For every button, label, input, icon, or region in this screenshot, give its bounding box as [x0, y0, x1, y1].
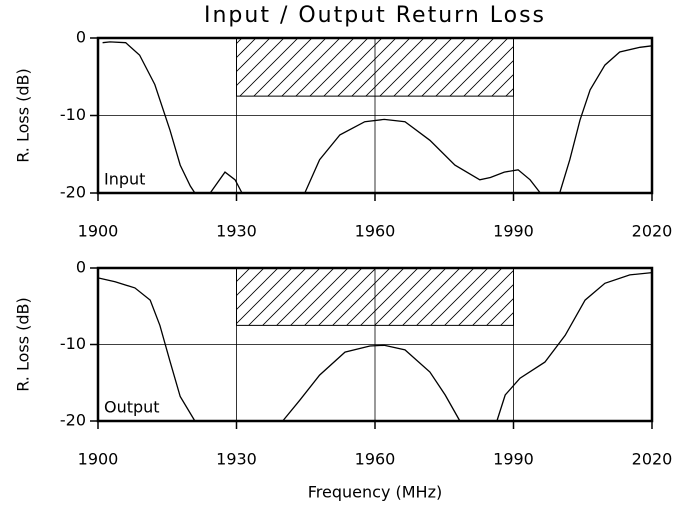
series-label: Input [104, 170, 145, 189]
x-tick-label: 1900 [78, 222, 119, 241]
y-tick-label: 0 [76, 258, 86, 277]
line-series [97, 271, 653, 422]
plot-frame [96, 36, 654, 195]
y-tick-label: -10 [60, 334, 86, 353]
x-tick-label: 1960 [355, 222, 396, 241]
x-tick-label: 1930 [216, 222, 257, 241]
line-series [102, 41, 653, 194]
x-tick-label: 2020 [632, 222, 673, 241]
y-axis-label: R. Loss (dB) [14, 68, 33, 163]
y-tick-label: -20 [60, 411, 86, 430]
chart-title: Input / Output Return Loss [204, 3, 546, 28]
x-tick-label: 1960 [355, 450, 396, 469]
series-label: Output [104, 398, 160, 417]
x-tick-label: 1990 [493, 450, 534, 469]
plot-frame [96, 266, 654, 423]
x-tick-label: 1900 [78, 450, 119, 469]
x-tick-label: 1930 [216, 450, 257, 469]
y-tick-label: -20 [60, 183, 86, 202]
y-tick-label: -10 [60, 105, 86, 124]
y-axis-label: R. Loss (dB) [14, 297, 33, 392]
x-tick-label: 2020 [632, 450, 673, 469]
y-tick-label: 0 [76, 28, 86, 47]
x-tick-label: 1990 [493, 222, 534, 241]
x-axis-label: Frequency (MHz) [308, 483, 442, 502]
